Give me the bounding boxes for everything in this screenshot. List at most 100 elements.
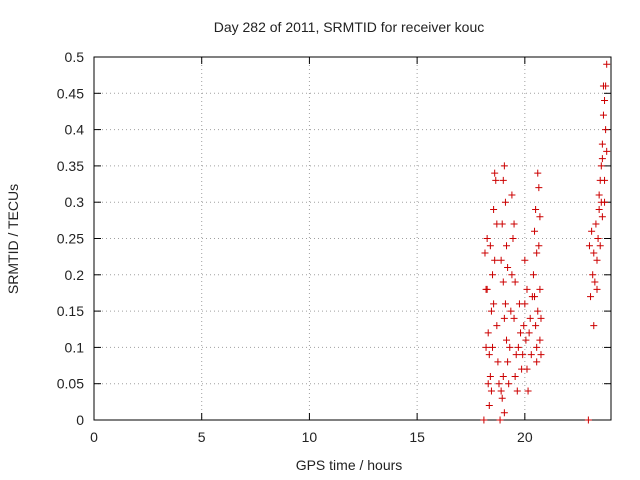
data-point-marker — [491, 169, 499, 177]
data-point-marker — [501, 198, 509, 206]
data-point-marker — [484, 380, 492, 388]
data-point-marker — [522, 336, 530, 344]
x-tick-label: 15 — [409, 429, 425, 445]
data-point-marker — [592, 220, 600, 228]
data-point-marker — [603, 147, 611, 155]
data-point-marker — [514, 343, 522, 351]
data-points — [480, 60, 611, 424]
data-point-marker — [517, 329, 525, 337]
x-tick-label: 10 — [302, 429, 318, 445]
data-point-marker — [584, 416, 592, 424]
data-point-marker — [536, 336, 544, 344]
data-point-marker — [499, 372, 507, 380]
data-point-marker — [533, 343, 541, 351]
data-point-marker — [483, 285, 491, 293]
data-point-marker — [597, 162, 605, 170]
data-point-marker — [480, 416, 488, 424]
data-point-marker — [534, 169, 542, 177]
data-point-marker — [498, 220, 506, 228]
data-point-marker — [485, 401, 493, 409]
data-point-marker — [532, 205, 540, 213]
data-point-marker — [519, 351, 527, 359]
data-point-marker — [484, 329, 492, 337]
y-tick-label: 0.5 — [65, 49, 85, 65]
data-point-marker — [535, 242, 543, 250]
data-point-marker — [503, 336, 511, 344]
data-point-marker — [598, 155, 606, 163]
data-point-marker — [500, 409, 508, 417]
data-point-marker — [598, 140, 606, 148]
data-point-marker — [601, 176, 609, 184]
data-point-marker — [512, 351, 520, 359]
data-point-marker — [510, 314, 518, 322]
data-point-marker — [486, 372, 494, 380]
data-point-marker — [489, 343, 497, 351]
data-point-marker — [507, 307, 515, 315]
data-point-marker — [499, 278, 507, 286]
data-point-marker — [511, 278, 519, 286]
y-tick-label: 0.15 — [57, 303, 84, 319]
data-point-marker — [504, 264, 512, 272]
data-point-marker — [595, 205, 603, 213]
data-point-marker — [490, 205, 498, 213]
data-point-marker — [483, 235, 491, 242]
data-point-marker — [593, 285, 601, 293]
data-point-marker — [523, 285, 531, 293]
data-point-marker — [601, 97, 609, 105]
data-point-marker — [529, 271, 537, 279]
data-point-marker — [506, 343, 514, 351]
data-point-marker — [536, 213, 544, 221]
x-tick-label: 0 — [90, 429, 98, 445]
data-point-marker — [531, 293, 539, 301]
data-point-marker — [588, 227, 596, 235]
data-point-marker — [495, 380, 503, 388]
data-point-marker — [511, 372, 519, 380]
data-point-marker — [523, 365, 531, 373]
data-point-marker — [602, 126, 610, 134]
data-point-marker — [491, 256, 499, 264]
data-point-marker — [505, 380, 513, 388]
x-tick-label: 20 — [517, 429, 533, 445]
data-point-marker — [590, 249, 598, 257]
data-point-marker — [498, 394, 506, 402]
y-tick-label: 0.35 — [57, 158, 84, 174]
y-tick-label: 0.3 — [65, 194, 85, 210]
data-point-marker — [524, 387, 532, 395]
data-point-marker — [513, 387, 521, 395]
data-point-marker — [494, 358, 502, 366]
data-point-marker — [537, 351, 545, 359]
y-axis-label: SRMTID / TECUs — [5, 184, 21, 294]
x-tick-label: 5 — [198, 429, 206, 445]
data-point-marker — [486, 242, 494, 250]
y-tick-label: 0.05 — [57, 376, 84, 392]
data-point-marker — [510, 220, 518, 228]
data-point-marker — [587, 293, 595, 301]
data-point-marker — [537, 314, 545, 322]
data-point-marker — [521, 300, 529, 308]
data-point-marker — [536, 285, 544, 293]
data-point-marker — [504, 358, 512, 366]
data-point-marker — [596, 242, 604, 250]
data-point-marker — [497, 256, 505, 264]
data-point-marker — [534, 307, 542, 315]
data-point-marker — [531, 227, 539, 235]
chart-title: Day 282 of 2011, SRMTID for receiver kou… — [214, 19, 485, 35]
data-point-marker — [525, 329, 533, 337]
data-point-marker — [496, 416, 504, 424]
data-point-marker — [532, 322, 540, 330]
data-point-marker — [526, 314, 534, 322]
data-point-marker — [490, 300, 498, 308]
data-point-marker — [497, 387, 505, 395]
data-point-marker — [493, 322, 501, 330]
data-point-marker — [503, 242, 511, 250]
data-point-marker — [508, 191, 516, 199]
data-point-marker — [535, 184, 543, 192]
y-tick-label: 0.4 — [65, 122, 85, 138]
x-axis-label: GPS time / hours — [296, 457, 403, 473]
data-point-marker — [603, 60, 611, 68]
data-point-marker — [500, 314, 508, 322]
data-point-marker — [509, 235, 517, 242]
data-point-marker — [585, 242, 593, 250]
